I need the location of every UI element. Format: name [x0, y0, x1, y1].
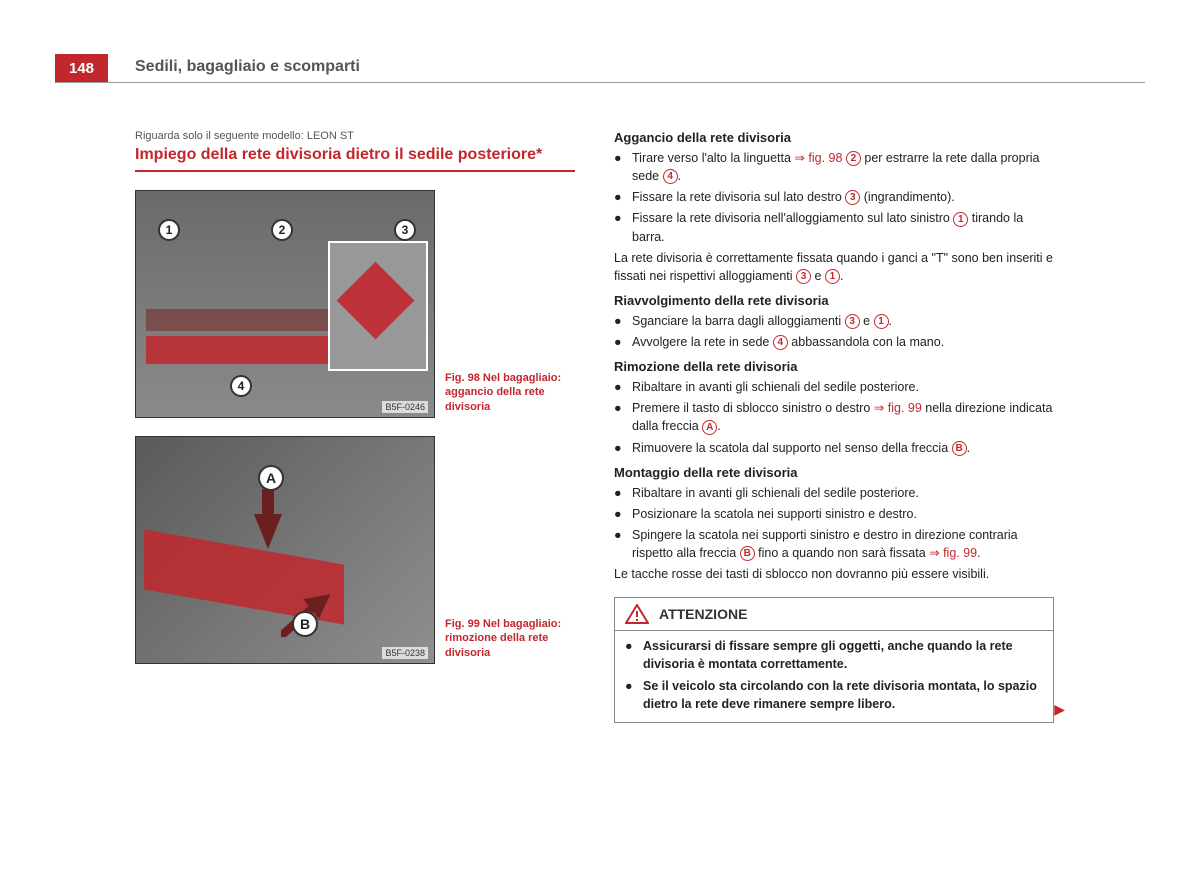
bullet: ●Spingere la scatola nei supporti sinist…	[614, 526, 1054, 562]
figure-98: 1 2 3 4 B5F-0246 Fig. 98 Nel bagagliaio:…	[135, 190, 575, 418]
text: Assicurarsi di fissare sempre gli oggett…	[643, 637, 1043, 673]
header-rule	[55, 82, 1145, 83]
ref-circle: 1	[953, 212, 968, 227]
text: .	[840, 269, 843, 283]
text: Ribaltare in avanti gli schienali del se…	[632, 484, 1054, 502]
bullet: ●Sganciare la barra dagli alloggiamenti …	[614, 312, 1054, 330]
section-title: Impiego della rete divisoria dietro il s…	[135, 146, 575, 172]
text: abbassandola con la mano.	[788, 335, 944, 349]
warning-body: ●Assicurarsi di fissare sempre gli ogget…	[615, 631, 1053, 722]
ref-circle: 4	[773, 335, 788, 350]
bullet: ●Posizionare la scatola nei supporti sin…	[614, 505, 1054, 523]
figure-98-caption: Fig. 98 Nel bagagliaio: aggancio della r…	[445, 371, 575, 418]
text: Fissare la rete divisoria nell'alloggiam…	[632, 211, 953, 225]
heading-riavv: Riavvolgimento della rete divisoria	[614, 293, 1054, 308]
fig-ref: ⇒ fig. 98	[794, 151, 842, 165]
figure-99-code: B5F-0238	[382, 647, 428, 659]
text: Sganciare la barra dagli alloggiamenti	[632, 314, 845, 328]
figure-99-caption: Fig. 99 Nel bagagliaio: rimozione della …	[445, 617, 575, 664]
marker-2: 2	[271, 219, 293, 241]
text: Rimuovere la scatola dal supporto nel se…	[632, 441, 952, 455]
page-title: Sedili, bagagliaio e scomparti	[135, 58, 360, 76]
warning-header: ATTENZIONE	[615, 598, 1053, 631]
text: Posizionare la scatola nei supporti sini…	[632, 505, 1054, 523]
figure-98-code: B5F-0246	[382, 401, 428, 413]
bullet: ●Ribaltare in avanti gli schienali del s…	[614, 378, 1054, 396]
continuation-marker: ▶	[1054, 701, 1065, 718]
text: Ribaltare in avanti gli schienali del se…	[632, 378, 1054, 396]
ref-circle: 1	[874, 314, 889, 329]
ref-circle: B	[740, 546, 755, 561]
heading-aggancio: Aggancio della rete divisoria	[614, 130, 1054, 145]
text: Fissare la rete divisoria sul lato destr…	[632, 190, 845, 204]
warning-box: ATTENZIONE ●Assicurarsi di fissare sempr…	[614, 597, 1054, 723]
bullet: ●Ribaltare in avanti gli schienali del s…	[614, 484, 1054, 502]
ref-circle: 3	[845, 190, 860, 205]
text: Premere il tasto di sblocco sinistro o d…	[632, 401, 874, 415]
ref-circle: 3	[796, 269, 811, 284]
text: .	[977, 546, 980, 560]
ref-circle: A	[702, 420, 717, 435]
text: .	[889, 314, 892, 328]
figure-99: A B B5F-0238 Fig. 99 Nel bagagliaio: rim…	[135, 436, 575, 664]
left-column: Riguarda solo il seguente modello: LEON …	[135, 130, 575, 682]
right-column: Aggancio della rete divisoria ●Tirare ve…	[614, 130, 1054, 723]
text: Tirare verso l'alto la linguetta	[632, 151, 794, 165]
bullet: ●Fissare la rete divisoria sul lato dest…	[614, 188, 1054, 206]
fig-ref: ⇒ fig. 99	[874, 401, 922, 415]
text: fino a quando non sarà fissata	[755, 546, 929, 560]
text: .	[678, 169, 681, 183]
bullet: ●Premere il tasto di sblocco sinistro o …	[614, 399, 1054, 435]
bullet: ●Fissare la rete divisoria nell'alloggia…	[614, 209, 1054, 245]
ref-circle: 4	[663, 169, 678, 184]
heading-rimoz: Rimozione della rete divisoria	[614, 359, 1054, 374]
marker-b: B	[292, 611, 318, 637]
text: .	[967, 441, 970, 455]
paragraph: La rete divisoria è correttamente fissat…	[614, 249, 1054, 285]
page-number: 148	[55, 54, 108, 83]
ref-circle: 3	[845, 314, 860, 329]
bullet: ●Rimuovere la scatola dal supporto nel s…	[614, 439, 1054, 457]
heading-mont: Montaggio della rete divisoria	[614, 465, 1054, 480]
fig-ref: ⇒ fig. 99	[929, 546, 977, 560]
text: e	[811, 269, 825, 283]
marker-4: 4	[230, 375, 252, 397]
marker-1: 1	[158, 219, 180, 241]
text: Avvolgere la rete in sede	[632, 335, 773, 349]
figure-99-image: A B B5F-0238	[135, 436, 435, 664]
figure-98-image: 1 2 3 4 B5F-0246	[135, 190, 435, 418]
text: (ingrandimento).	[860, 190, 955, 204]
warning-bullet: ●Se il veicolo sta circolando con la ret…	[625, 677, 1043, 713]
ref-circle: 2	[846, 151, 861, 166]
warning-icon	[625, 604, 649, 624]
ref-circle: B	[952, 441, 967, 456]
text: Se il veicolo sta circolando con la rete…	[643, 677, 1043, 713]
paragraph: Le tacche rosse dei tasti di sblocco non…	[614, 565, 1054, 583]
text: .	[717, 419, 720, 433]
model-note: Riguarda solo il seguente modello: LEON …	[135, 130, 575, 142]
bullet: ●Avvolgere la rete in sede 4 abbassandol…	[614, 333, 1054, 351]
warning-title: ATTENZIONE	[659, 606, 747, 622]
warning-bullet: ●Assicurarsi di fissare sempre gli ogget…	[625, 637, 1043, 673]
bullet: ●Tirare verso l'alto la linguetta ⇒ fig.…	[614, 149, 1054, 185]
text: e	[860, 314, 874, 328]
marker-3: 3	[394, 219, 416, 241]
marker-a: A	[258, 465, 284, 491]
ref-circle: 1	[825, 269, 840, 284]
